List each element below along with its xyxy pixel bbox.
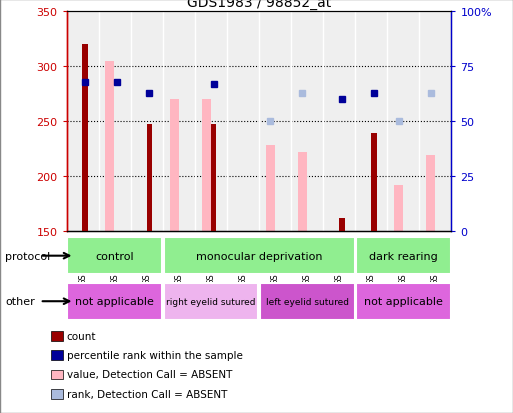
Bar: [339, 218, 345, 231]
Bar: [323, 12, 355, 231]
Text: count: count: [67, 332, 96, 342]
Bar: [163, 12, 195, 231]
Text: percentile rank within the sample: percentile rank within the sample: [67, 351, 243, 361]
Bar: [164, 283, 259, 320]
Bar: [170, 100, 179, 231]
Bar: [211, 125, 216, 231]
Bar: [387, 12, 420, 231]
Bar: [355, 12, 387, 231]
Bar: [67, 12, 98, 231]
Bar: [266, 146, 275, 231]
Text: rank, Detection Call = ABSENT: rank, Detection Call = ABSENT: [67, 389, 227, 399]
Bar: [67, 237, 162, 275]
Bar: [420, 12, 451, 231]
Bar: [291, 12, 323, 231]
Bar: [131, 12, 163, 231]
Bar: [394, 185, 403, 231]
Text: not applicable: not applicable: [75, 297, 154, 306]
Text: other: other: [5, 297, 35, 306]
Bar: [147, 125, 152, 231]
Bar: [371, 134, 377, 231]
Bar: [195, 12, 227, 231]
Bar: [227, 12, 259, 231]
Bar: [202, 100, 211, 231]
Text: monocular deprivation: monocular deprivation: [196, 251, 322, 261]
Bar: [83, 45, 88, 231]
Bar: [259, 12, 291, 231]
Bar: [164, 237, 354, 275]
Bar: [98, 12, 131, 231]
Text: value, Detection Call = ABSENT: value, Detection Call = ABSENT: [67, 370, 232, 380]
Bar: [356, 283, 451, 320]
Bar: [67, 283, 162, 320]
Text: control: control: [95, 251, 134, 261]
Text: right eyelid sutured: right eyelid sutured: [166, 297, 255, 306]
Text: left eyelid sutured: left eyelid sutured: [266, 297, 349, 306]
Title: GDS1983 / 98852_at: GDS1983 / 98852_at: [187, 0, 331, 10]
Bar: [260, 283, 354, 320]
Bar: [298, 152, 307, 231]
Text: not applicable: not applicable: [364, 297, 443, 306]
Bar: [426, 156, 435, 231]
Text: protocol: protocol: [5, 251, 50, 261]
Text: dark rearing: dark rearing: [369, 251, 438, 261]
Bar: [106, 62, 114, 231]
Bar: [356, 237, 451, 275]
